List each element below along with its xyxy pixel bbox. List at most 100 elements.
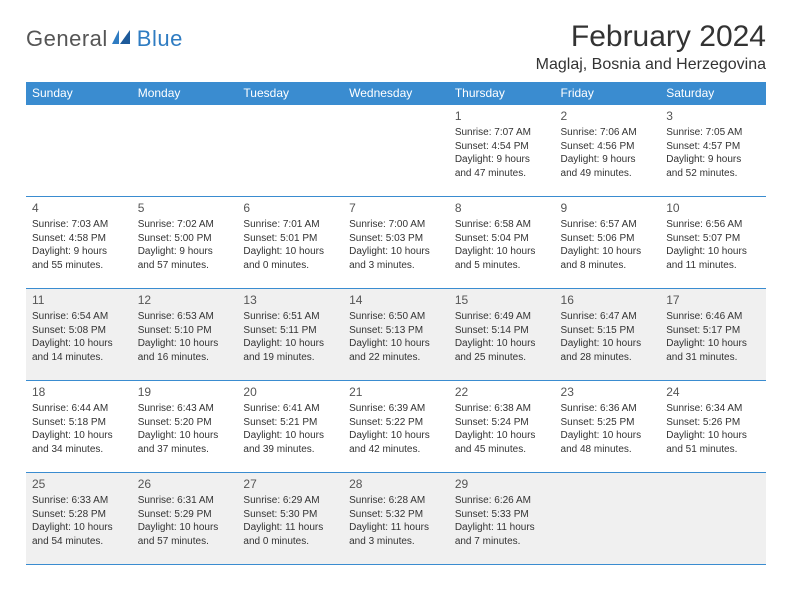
calendar-day-cell: 24Sunrise: 6:34 AMSunset: 5:26 PMDayligh… — [660, 381, 766, 473]
day-number: 1 — [455, 109, 549, 123]
day-header: Monday — [132, 82, 238, 105]
day-header: Thursday — [449, 82, 555, 105]
day-info: Sunrise: 6:47 AMSunset: 5:15 PMDaylight:… — [561, 310, 655, 364]
day-info: Sunrise: 6:58 AMSunset: 5:04 PMDaylight:… — [455, 218, 549, 272]
day-number: 13 — [243, 293, 337, 307]
calendar-day-cell: 26 Sunrise: 6:31 AMSunset: 5:29 PMDayligh… — [132, 473, 238, 565]
calendar-empty-cell — [132, 105, 238, 197]
calendar-day-cell: 4 Sunrise: 7:03 AMSunset: 4:58 PMDaylight… — [26, 197, 132, 289]
day-info: Sunrise: 7:05 AMSunset: 4:57 PMDaylight:… — [666, 126, 760, 180]
day-number: 5 — [138, 201, 232, 215]
calendar-day-cell: 8Sunrise: 6:58 AMSunset: 5:04 PMDaylight… — [449, 197, 555, 289]
calendar-day-cell: 21 Sunrise: 6:39 AMSunset: 5:22 PMDayligh… — [343, 381, 449, 473]
location-label: Maglaj, Bosnia and Herzegovina — [536, 56, 766, 74]
day-number: 28 — [349, 477, 443, 491]
day-number: 25 — [32, 477, 126, 491]
calendar-day-cell: 2 Sunrise: 7:06 AMSunset: 4:56 PMDaylight… — [555, 105, 661, 197]
day-number: 17 — [666, 293, 760, 307]
calendar-day-cell: 6 Sunrise: 7:01 AMSunset: 5:01 PMDaylight… — [237, 197, 343, 289]
day-info: Sunrise: 6:41 AMSunset: 5:21 PMDaylight:… — [243, 402, 337, 456]
day-number: 27 — [243, 477, 337, 491]
calendar-day-cell: 29 Sunrise: 6:26 AMSunset: 5:33 PMDayligh… — [449, 473, 555, 565]
calendar-day-cell: 25 Sunrise: 6:33 AMSunset: 5:28 PMDayligh… — [26, 473, 132, 565]
calendar-day-cell: 3Sunrise: 7:05 AMSunset: 4:57 PMDaylight… — [660, 105, 766, 197]
calendar-day-cell: 27 Sunrise: 6:29 AMSunset: 5:30 PMDayligh… — [237, 473, 343, 565]
calendar-empty-cell — [343, 105, 449, 197]
day-info: Sunrise: 6:31 AMSunset: 5:29 PMDaylight:… — [138, 494, 232, 548]
day-number: 23 — [561, 385, 655, 399]
calendar-day-cell: 15 Sunrise: 6:49 AMSunset: 5:14 PMDayligh… — [449, 289, 555, 381]
calendar-week-row: 1 Sunrise: 7:07 AMSunset: 4:54 PMDaylight… — [26, 105, 766, 197]
calendar-day-cell: 19Sunrise: 6:43 AMSunset: 5:20 PMDayligh… — [132, 381, 238, 473]
calendar-day-cell: 16 Sunrise: 6:47 AMSunset: 5:15 PMDayligh… — [555, 289, 661, 381]
day-info: Sunrise: 6:43 AMSunset: 5:20 PMDaylight:… — [138, 402, 232, 456]
calendar-day-cell: 22 Sunrise: 6:38 AMSunset: 5:24 PMDayligh… — [449, 381, 555, 473]
calendar-day-cell: 12 Sunrise: 6:53 AMSunset: 5:10 PMDayligh… — [132, 289, 238, 381]
day-info: Sunrise: 6:29 AMSunset: 5:30 PMDaylight:… — [243, 494, 337, 548]
day-number: 18 — [32, 385, 126, 399]
calendar-day-cell: 28 Sunrise: 6:28 AMSunset: 5:32 PMDayligh… — [343, 473, 449, 565]
day-info: Sunrise: 7:01 AMSunset: 5:01 PMDaylight:… — [243, 218, 337, 272]
day-info: Sunrise: 6:33 AMSunset: 5:28 PMDaylight:… — [32, 494, 126, 548]
calendar-empty-cell — [555, 473, 661, 565]
day-number: 26 — [138, 477, 232, 491]
calendar-day-cell: 23 Sunrise: 6:36 AMSunset: 5:25 PMDayligh… — [555, 381, 661, 473]
day-info: Sunrise: 7:06 AMSunset: 4:56 PMDaylight:… — [561, 126, 655, 180]
day-info: Sunrise: 6:56 AMSunset: 5:07 PMDaylight:… — [666, 218, 760, 272]
calendar-day-cell: 17 Sunrise: 6:46 AMSunset: 5:17 PMDayligh… — [660, 289, 766, 381]
calendar-week-row: 11 Sunrise: 6:54 AMSunset: 5:08 PMDayligh… — [26, 289, 766, 381]
day-number: 7 — [349, 201, 443, 215]
day-info: Sunrise: 7:07 AMSunset: 4:54 PMDaylight:… — [455, 126, 549, 180]
day-info: Sunrise: 6:50 AMSunset: 5:13 PMDaylight:… — [349, 310, 443, 364]
day-info: Sunrise: 6:28 AMSunset: 5:32 PMDaylight:… — [349, 494, 443, 548]
day-header: Sunday — [26, 82, 132, 105]
day-info: Sunrise: 6:36 AMSunset: 5:25 PMDaylight:… — [561, 402, 655, 456]
page-title: February 2024 — [536, 20, 766, 54]
day-info: Sunrise: 6:57 AMSunset: 5:06 PMDaylight:… — [561, 218, 655, 272]
calendar-day-cell: 5 Sunrise: 7:02 AMSunset: 5:00 PMDaylight… — [132, 197, 238, 289]
day-number: 22 — [455, 385, 549, 399]
day-number: 29 — [455, 477, 549, 491]
calendar-day-cell: 11 Sunrise: 6:54 AMSunset: 5:08 PMDayligh… — [26, 289, 132, 381]
calendar-empty-cell — [660, 473, 766, 565]
calendar-table: SundayMondayTuesdayWednesdayThursdayFrid… — [26, 82, 766, 565]
calendar-day-cell: 1 Sunrise: 7:07 AMSunset: 4:54 PMDaylight… — [449, 105, 555, 197]
calendar-header-row: SundayMondayTuesdayWednesdayThursdayFrid… — [26, 82, 766, 105]
day-info: Sunrise: 6:46 AMSunset: 5:17 PMDaylight:… — [666, 310, 760, 364]
calendar-day-cell: 10Sunrise: 6:56 AMSunset: 5:07 PMDayligh… — [660, 197, 766, 289]
calendar-day-cell: 7 Sunrise: 7:00 AMSunset: 5:03 PMDaylight… — [343, 197, 449, 289]
calendar-empty-cell — [26, 105, 132, 197]
logo-text-blue: Blue — [137, 26, 183, 52]
calendar-body: 1 Sunrise: 7:07 AMSunset: 4:54 PMDaylight… — [26, 105, 766, 565]
title-area: February 2024 Maglaj, Bosnia and Herzego… — [536, 20, 766, 74]
logo-icon — [112, 28, 134, 51]
calendar-day-cell: 9 Sunrise: 6:57 AMSunset: 5:06 PMDaylight… — [555, 197, 661, 289]
day-number: 12 — [138, 293, 232, 307]
logo-text-general: General — [26, 26, 108, 52]
day-info: Sunrise: 6:38 AMSunset: 5:24 PMDaylight:… — [455, 402, 549, 456]
calendar-day-cell: 14 Sunrise: 6:50 AMSunset: 5:13 PMDayligh… — [343, 289, 449, 381]
day-info: Sunrise: 7:02 AMSunset: 5:00 PMDaylight:… — [138, 218, 232, 272]
day-info: Sunrise: 6:53 AMSunset: 5:10 PMDaylight:… — [138, 310, 232, 364]
day-number: 14 — [349, 293, 443, 307]
day-number: 6 — [243, 201, 337, 215]
day-number: 2 — [561, 109, 655, 123]
day-number: 4 — [32, 201, 126, 215]
day-info: Sunrise: 7:00 AMSunset: 5:03 PMDaylight:… — [349, 218, 443, 272]
day-number: 9 — [561, 201, 655, 215]
day-info: Sunrise: 6:26 AMSunset: 5:33 PMDaylight:… — [455, 494, 549, 548]
day-info: Sunrise: 6:54 AMSunset: 5:08 PMDaylight:… — [32, 310, 126, 364]
day-info: Sunrise: 6:49 AMSunset: 5:14 PMDaylight:… — [455, 310, 549, 364]
day-number: 11 — [32, 293, 126, 307]
day-number: 21 — [349, 385, 443, 399]
day-number: 16 — [561, 293, 655, 307]
calendar-week-row: 4 Sunrise: 7:03 AMSunset: 4:58 PMDaylight… — [26, 197, 766, 289]
day-header: Wednesday — [343, 82, 449, 105]
calendar-week-row: 18Sunrise: 6:44 AMSunset: 5:18 PMDayligh… — [26, 381, 766, 473]
day-info: Sunrise: 7:03 AMSunset: 4:58 PMDaylight:… — [32, 218, 126, 272]
day-info: Sunrise: 6:39 AMSunset: 5:22 PMDaylight:… — [349, 402, 443, 456]
day-header: Saturday — [660, 82, 766, 105]
day-number: 24 — [666, 385, 760, 399]
day-number: 15 — [455, 293, 549, 307]
day-info: Sunrise: 6:51 AMSunset: 5:11 PMDaylight:… — [243, 310, 337, 364]
